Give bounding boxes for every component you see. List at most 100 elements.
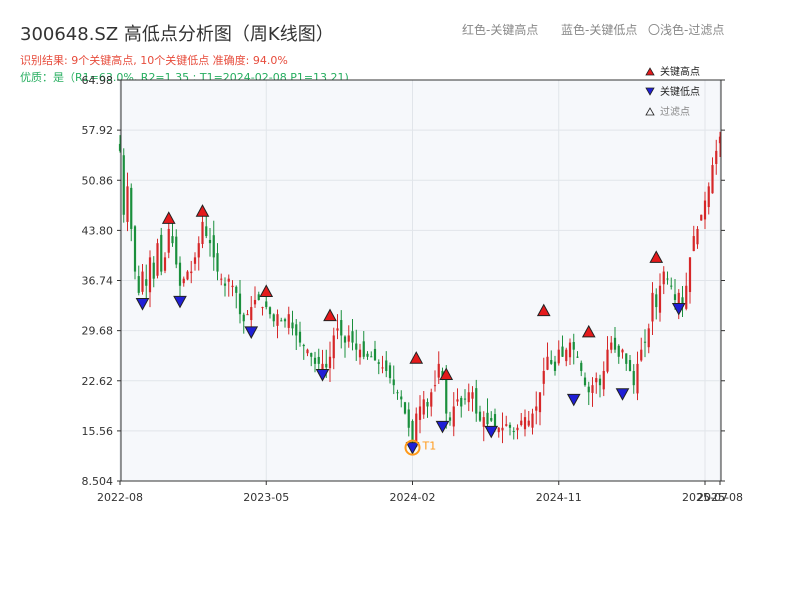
key-low-marker xyxy=(671,302,686,316)
key-high-marker xyxy=(649,250,664,263)
candle-body xyxy=(598,378,602,386)
key-low-marker xyxy=(484,425,499,439)
candle-body xyxy=(715,150,718,164)
candle-body xyxy=(576,356,579,358)
candle-body xyxy=(486,412,489,425)
key-high-marker xyxy=(536,303,551,317)
candle-body xyxy=(673,294,677,300)
y-tick-label: 8.504 xyxy=(82,475,114,488)
key-high-marker xyxy=(581,324,596,338)
candle-body xyxy=(156,243,159,276)
legend-key-lows-text: 蓝色-关键低点 xyxy=(561,23,638,37)
candle-body xyxy=(325,363,328,368)
candle-body xyxy=(508,424,512,428)
candle-body xyxy=(433,385,437,387)
candle-body xyxy=(531,413,534,428)
legend-low-label: 关键低点 xyxy=(660,85,700,98)
candle-body xyxy=(216,253,219,272)
candle-body xyxy=(542,370,545,384)
candle-body xyxy=(280,320,283,322)
candle-body xyxy=(407,409,410,428)
candle-body xyxy=(310,353,313,357)
chart-title: 300648.SZ 高低点分析图（周K线图） xyxy=(20,24,334,45)
candle-body xyxy=(175,236,178,265)
legend-key-highs-text: 红色-关键高点 xyxy=(462,23,539,37)
candle-body xyxy=(231,285,234,288)
candle-body xyxy=(707,186,710,208)
candle-body xyxy=(685,285,688,309)
candle-body xyxy=(523,417,527,430)
x-tick-label: 2024-02 xyxy=(390,491,436,504)
candle-body xyxy=(388,365,392,379)
candle-body xyxy=(426,402,429,407)
candle-body xyxy=(688,257,692,293)
key-high-marker xyxy=(439,367,454,381)
candle-body xyxy=(613,337,617,350)
candle-body xyxy=(366,353,369,357)
candle-body xyxy=(467,392,470,403)
key-high-marker xyxy=(259,284,274,297)
candle-body xyxy=(606,349,609,372)
candle-body xyxy=(287,314,290,328)
y-tick-label: 50.86 xyxy=(82,174,114,187)
candle-body xyxy=(291,322,294,329)
candle-body xyxy=(351,331,354,343)
candle-body xyxy=(137,276,140,293)
candle-body xyxy=(460,397,463,407)
candle-body xyxy=(238,293,242,315)
candle-body xyxy=(385,360,388,371)
candle-body xyxy=(118,143,122,151)
candle-body xyxy=(647,328,650,348)
legend-filtered-label: 过滤点 xyxy=(660,105,690,118)
candle-body xyxy=(223,283,227,286)
key-low-marker xyxy=(315,369,330,382)
candle-body xyxy=(392,379,395,386)
candle-body xyxy=(628,360,632,371)
candle-body xyxy=(463,398,467,400)
candle-body xyxy=(422,399,425,415)
candle-body xyxy=(587,386,590,393)
candle-body xyxy=(298,331,302,343)
y-tick-label: 29.68 xyxy=(82,325,114,338)
candle-body xyxy=(666,278,669,280)
candle-body xyxy=(418,406,422,420)
candle-body xyxy=(692,236,695,252)
candle-body xyxy=(493,414,497,428)
candle-body xyxy=(141,271,144,292)
candle-body xyxy=(535,406,538,411)
candle-body xyxy=(276,314,279,326)
candle-body xyxy=(317,356,320,364)
candle-body xyxy=(295,324,298,336)
candle-body xyxy=(205,226,208,237)
y-tick-label: 43.80 xyxy=(82,224,114,237)
result-summary: 识别结果: 9个关键高点, 10个关键低点 准确度: 94.0% xyxy=(20,54,288,67)
candle-body xyxy=(343,336,347,343)
candle-body xyxy=(655,294,658,308)
candle-body xyxy=(520,420,523,426)
candle-body xyxy=(130,187,133,229)
candle-body xyxy=(227,278,230,282)
candle-body xyxy=(253,299,257,305)
candle-body xyxy=(621,349,624,353)
candle-body xyxy=(580,362,583,371)
candle-body xyxy=(313,357,317,364)
candle-body xyxy=(703,200,707,220)
legend-filtered-text: 〇浅色-过滤点 xyxy=(648,23,725,37)
candle-body xyxy=(448,417,452,421)
candle-body xyxy=(452,406,455,427)
candle-body xyxy=(610,342,613,350)
key-low-marker xyxy=(173,295,187,309)
candle-body xyxy=(235,286,238,293)
candle-body xyxy=(490,418,493,421)
candle-body xyxy=(340,320,343,336)
candle-body xyxy=(437,363,440,378)
candle-body xyxy=(557,349,560,364)
candle-body xyxy=(681,297,684,308)
candle-body xyxy=(182,278,185,284)
candle-body xyxy=(583,377,587,386)
key-low-marker xyxy=(135,298,150,311)
legend-low-swatch xyxy=(645,87,655,96)
candle-body xyxy=(617,345,620,357)
candle-body xyxy=(632,371,635,386)
